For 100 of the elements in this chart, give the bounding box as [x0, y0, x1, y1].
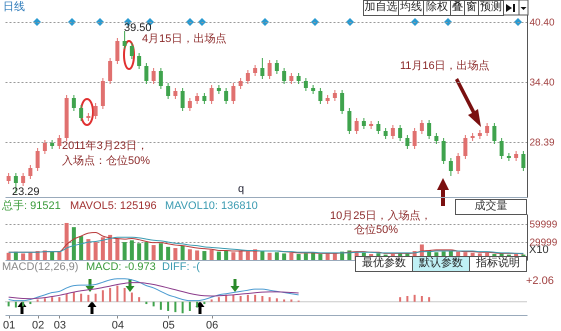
candlestick	[144, 62, 148, 84]
candlestick	[340, 90, 344, 114]
x-tick-label: 02	[32, 320, 44, 331]
candlestick	[79, 104, 84, 122]
candlestick	[347, 108, 352, 134]
candlestick	[158, 68, 163, 90]
annotation: +2.06	[526, 275, 554, 288]
y-tick-label: 28.39	[530, 138, 555, 149]
bar	[79, 236, 84, 260]
bar	[428, 297, 430, 302]
candlestick	[376, 120, 380, 134]
bar	[115, 238, 120, 260]
candlestick	[268, 60, 272, 80]
bar	[260, 251, 264, 260]
bar	[64, 222, 69, 260]
candlestick	[173, 88, 178, 100]
candlestick	[188, 98, 192, 112]
candlestick	[72, 94, 76, 112]
bar	[14, 302, 17, 308]
candlestick	[166, 82, 170, 100]
bar	[420, 296, 423, 302]
bar	[72, 227, 76, 260]
bar	[122, 242, 127, 260]
bar	[231, 252, 236, 260]
annotation: 11月16日，出场点	[400, 60, 490, 73]
candlestick	[456, 152, 460, 174]
bar	[240, 296, 242, 302]
bar	[254, 294, 256, 302]
x-tick-label: 03	[54, 320, 66, 331]
bar	[406, 296, 408, 302]
text: 叠	[450, 0, 465, 16]
candlestick	[296, 72, 301, 84]
text: MACD(12,26,9)	[2, 261, 78, 274]
bar	[261, 296, 264, 302]
candlestick	[463, 134, 468, 160]
bar	[218, 297, 220, 302]
candlestick	[332, 90, 337, 102]
text: 均线	[398, 0, 424, 16]
bar	[158, 243, 163, 260]
bar	[290, 299, 292, 302]
annotation: 23.29	[12, 186, 40, 199]
x-tick-label: 04	[112, 320, 124, 331]
candlestick	[21, 172, 26, 186]
bar	[304, 253, 308, 260]
candlestick	[405, 134, 410, 150]
text: 总手: 91521	[2, 200, 61, 213]
annotation: q	[238, 183, 244, 196]
candlestick	[434, 132, 438, 144]
bar	[174, 302, 176, 312]
bar	[72, 292, 75, 302]
bar	[6, 252, 11, 260]
annotation: 指标说明	[469, 256, 527, 272]
candlestick	[384, 128, 388, 140]
bar	[160, 302, 162, 310]
x-tick-label: 01	[3, 320, 16, 331]
bar	[80, 294, 82, 302]
bar	[167, 302, 170, 311]
candlestick	[210, 84, 214, 104]
x-tick-label: 05	[162, 320, 175, 331]
bar	[216, 252, 221, 260]
candlestick	[180, 88, 185, 112]
candlestick	[224, 88, 228, 104]
bar	[268, 297, 271, 302]
bar	[318, 254, 322, 260]
candlestick	[390, 124, 395, 140]
candlestick	[485, 122, 490, 136]
text: 预测	[478, 0, 504, 16]
bar	[166, 246, 170, 260]
candlestick	[420, 120, 424, 134]
text: DIFF: -(	[162, 261, 200, 274]
candlestick	[231, 82, 236, 104]
candlestick	[36, 148, 40, 172]
candlestick	[246, 70, 250, 84]
bar	[289, 252, 294, 260]
text: 加自选	[363, 0, 399, 16]
bar	[109, 288, 112, 302]
y-tick-label: 34.40	[530, 78, 555, 88]
bar	[283, 299, 286, 302]
candlestick	[94, 102, 98, 120]
bar	[8, 302, 10, 306]
bar	[152, 245, 156, 260]
bar	[414, 294, 416, 302]
candlestick	[42, 140, 47, 154]
bar	[144, 242, 148, 260]
candlestick	[289, 72, 294, 84]
bar	[87, 294, 90, 302]
bar	[58, 297, 60, 302]
bar	[116, 286, 118, 302]
candlestick	[448, 158, 453, 176]
bar	[86, 239, 90, 260]
bar	[50, 252, 54, 260]
annotation: 默认参数	[412, 256, 470, 272]
bar	[22, 302, 24, 306]
candlestick	[514, 150, 518, 162]
bar	[195, 250, 200, 260]
candlestick	[260, 58, 264, 80]
annotation: 4月15日，出场点	[142, 33, 226, 46]
bar	[51, 297, 54, 302]
bar	[274, 252, 279, 260]
candlestick	[362, 118, 366, 130]
